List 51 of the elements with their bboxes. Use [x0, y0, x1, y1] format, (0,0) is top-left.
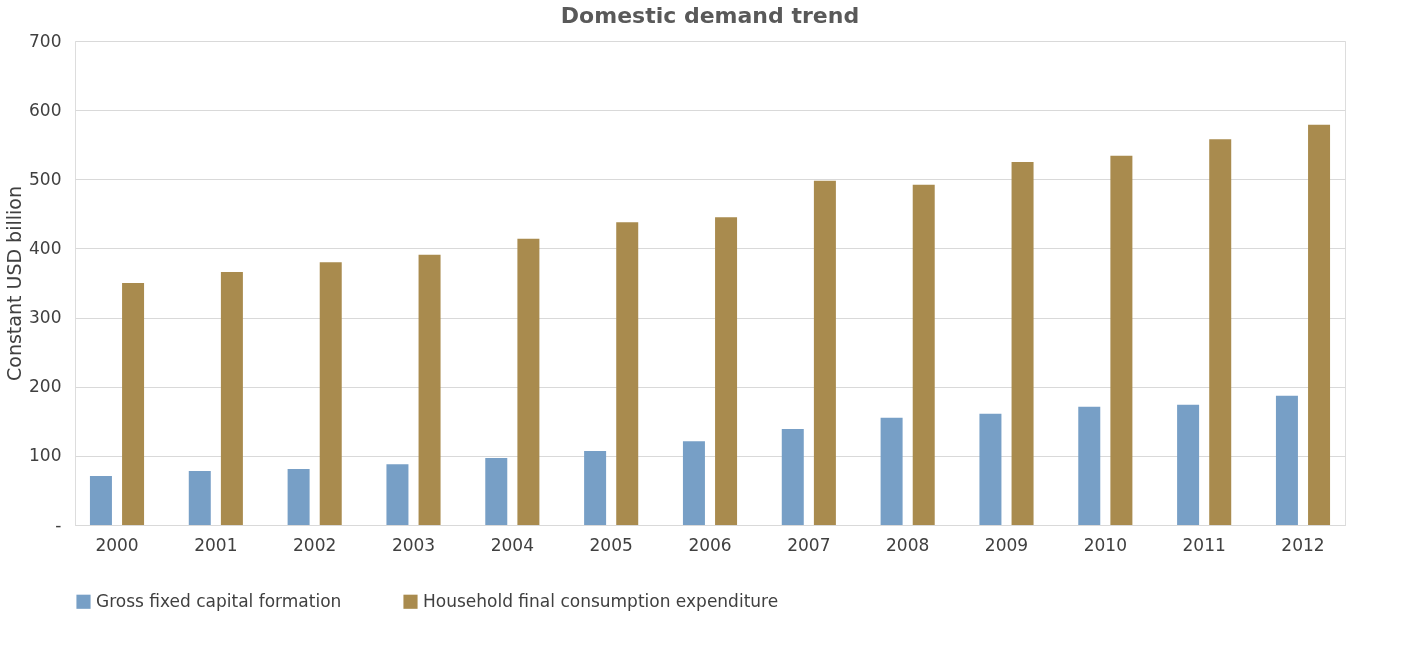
y-tick-label: - — [55, 514, 62, 535]
x-tick-label: 2000 — [95, 534, 139, 555]
bar — [1308, 124, 1331, 525]
bar — [485, 457, 508, 525]
legend-label: Gross fixed capital formation — [96, 590, 342, 611]
y-tick-label: 300 — [29, 307, 62, 328]
x-tick-label: 2002 — [293, 534, 337, 555]
y-tick-label: 600 — [29, 99, 62, 120]
bar — [319, 262, 342, 525]
x-tick-label: 2011 — [1182, 534, 1226, 555]
x-tick-label: 2006 — [688, 534, 732, 555]
legend-label: Household final consumption expenditure — [423, 590, 779, 611]
x-tick-label: 2010 — [1083, 534, 1127, 555]
bar — [1275, 395, 1298, 525]
bar — [813, 180, 836, 525]
bar — [188, 471, 211, 525]
bar — [682, 441, 705, 525]
bar — [912, 184, 935, 525]
bar — [880, 417, 903, 525]
bar — [89, 475, 112, 525]
bar — [781, 428, 804, 525]
bar — [517, 238, 540, 525]
bar — [1209, 139, 1232, 525]
x-tick-label: 2005 — [589, 534, 633, 555]
bar — [220, 271, 243, 525]
x-tick-label: 2008 — [886, 534, 930, 555]
bar — [1110, 155, 1133, 525]
y-tick-label: 500 — [29, 168, 62, 189]
y-tick-label: 200 — [29, 376, 62, 397]
bar — [1177, 404, 1200, 525]
y-tick-label: 700 — [29, 30, 62, 51]
bar — [287, 468, 310, 525]
bar — [979, 413, 1002, 525]
bar — [584, 451, 607, 525]
x-tick-label: 2001 — [194, 534, 238, 555]
bar — [122, 283, 145, 525]
x-tick-label: 2009 — [984, 534, 1029, 555]
x-tick-label: 2003 — [391, 534, 436, 555]
bar — [418, 254, 441, 525]
chart-title: Domestic demand trend — [560, 3, 860, 28]
x-tick-label: 2004 — [490, 534, 534, 555]
bar — [616, 222, 639, 525]
y-axis-title: Constant USD billion — [3, 186, 26, 381]
bar — [1011, 162, 1034, 525]
x-tick-label: 2012 — [1281, 534, 1325, 555]
bar — [1078, 406, 1101, 525]
x-tick-label: 2007 — [787, 534, 831, 555]
y-tick-label: 100 — [29, 445, 62, 466]
bar — [386, 464, 409, 525]
y-tick-label: 400 — [29, 237, 62, 258]
bar — [715, 217, 738, 525]
